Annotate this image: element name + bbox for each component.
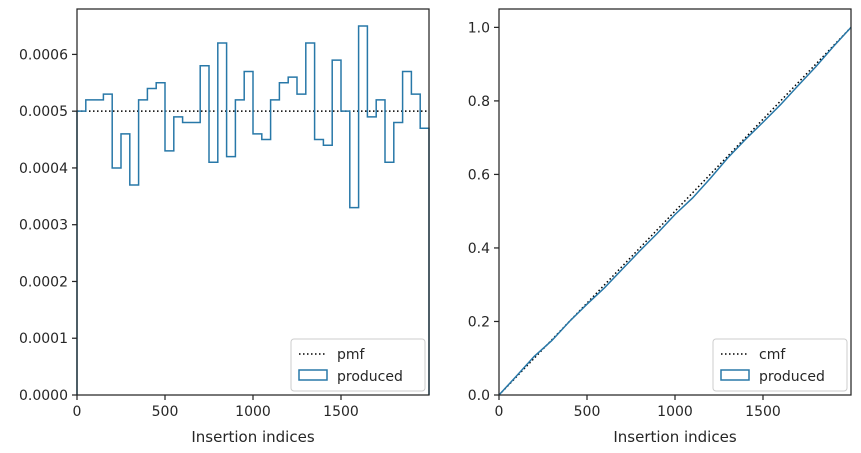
y-tick-label: 0.0001 xyxy=(19,331,68,347)
x-tick-label: 1000 xyxy=(657,404,693,420)
y-tick-label: 0.0006 xyxy=(19,47,68,63)
chart-panel-2: 0 500 1000 1500 0.0 0.2 0.4 0.6 0.8 1.0 Insertion … xyxy=(468,8,852,446)
axes-frame xyxy=(498,8,852,396)
series-produced-1 xyxy=(76,25,430,395)
legend-swatch-produced xyxy=(298,369,328,381)
legend-box xyxy=(712,338,848,392)
y-tick-label: 0.6 xyxy=(468,167,490,183)
chart-panel-1: 0 500 1000 1500 0.0000 0.0001 0.0002 0.0003 0.00… xyxy=(19,8,430,446)
y-tick-label: 0.0002 xyxy=(19,274,68,290)
legend-label-pmf: pmf xyxy=(337,347,366,363)
x-tick-label: 500 xyxy=(152,404,179,420)
legend: cmf produced xyxy=(712,338,848,392)
y-tick-label: 0.0004 xyxy=(19,161,68,177)
x-tick-label: 0 xyxy=(73,404,82,420)
series-produced-2 xyxy=(498,26,852,396)
legend: pmf produced xyxy=(290,338,426,392)
y-tick-label: 0.4 xyxy=(468,241,490,257)
x-tick-label: 0 xyxy=(495,404,504,420)
x-tick-label: 500 xyxy=(574,404,601,420)
legend-label-cmf: cmf xyxy=(759,347,786,363)
legend-label-produced: produced xyxy=(337,369,403,385)
y-tick-label: 0.0003 xyxy=(19,218,68,234)
y-tick-label: 0.0 xyxy=(468,388,490,404)
x-tick-label: 1000 xyxy=(235,404,271,420)
y-tick-label: 0.8 xyxy=(468,94,490,110)
legend-box xyxy=(290,338,426,392)
x-tick-label: 1500 xyxy=(323,404,359,420)
y-tick-label: 0.2 xyxy=(468,314,490,330)
y-tick-label: 1.0 xyxy=(468,20,490,36)
x-axis-title: Insertion indices xyxy=(613,428,736,446)
x-tick-label: 1500 xyxy=(745,404,781,420)
legend-label-produced: produced xyxy=(759,369,825,385)
y-tick-label: 0.0005 xyxy=(19,104,68,120)
legend-swatch-produced xyxy=(720,369,750,381)
x-axis-title: Insertion indices xyxy=(191,428,314,446)
y-tick-label: 0.0000 xyxy=(19,388,68,404)
axes-frame xyxy=(76,8,430,396)
